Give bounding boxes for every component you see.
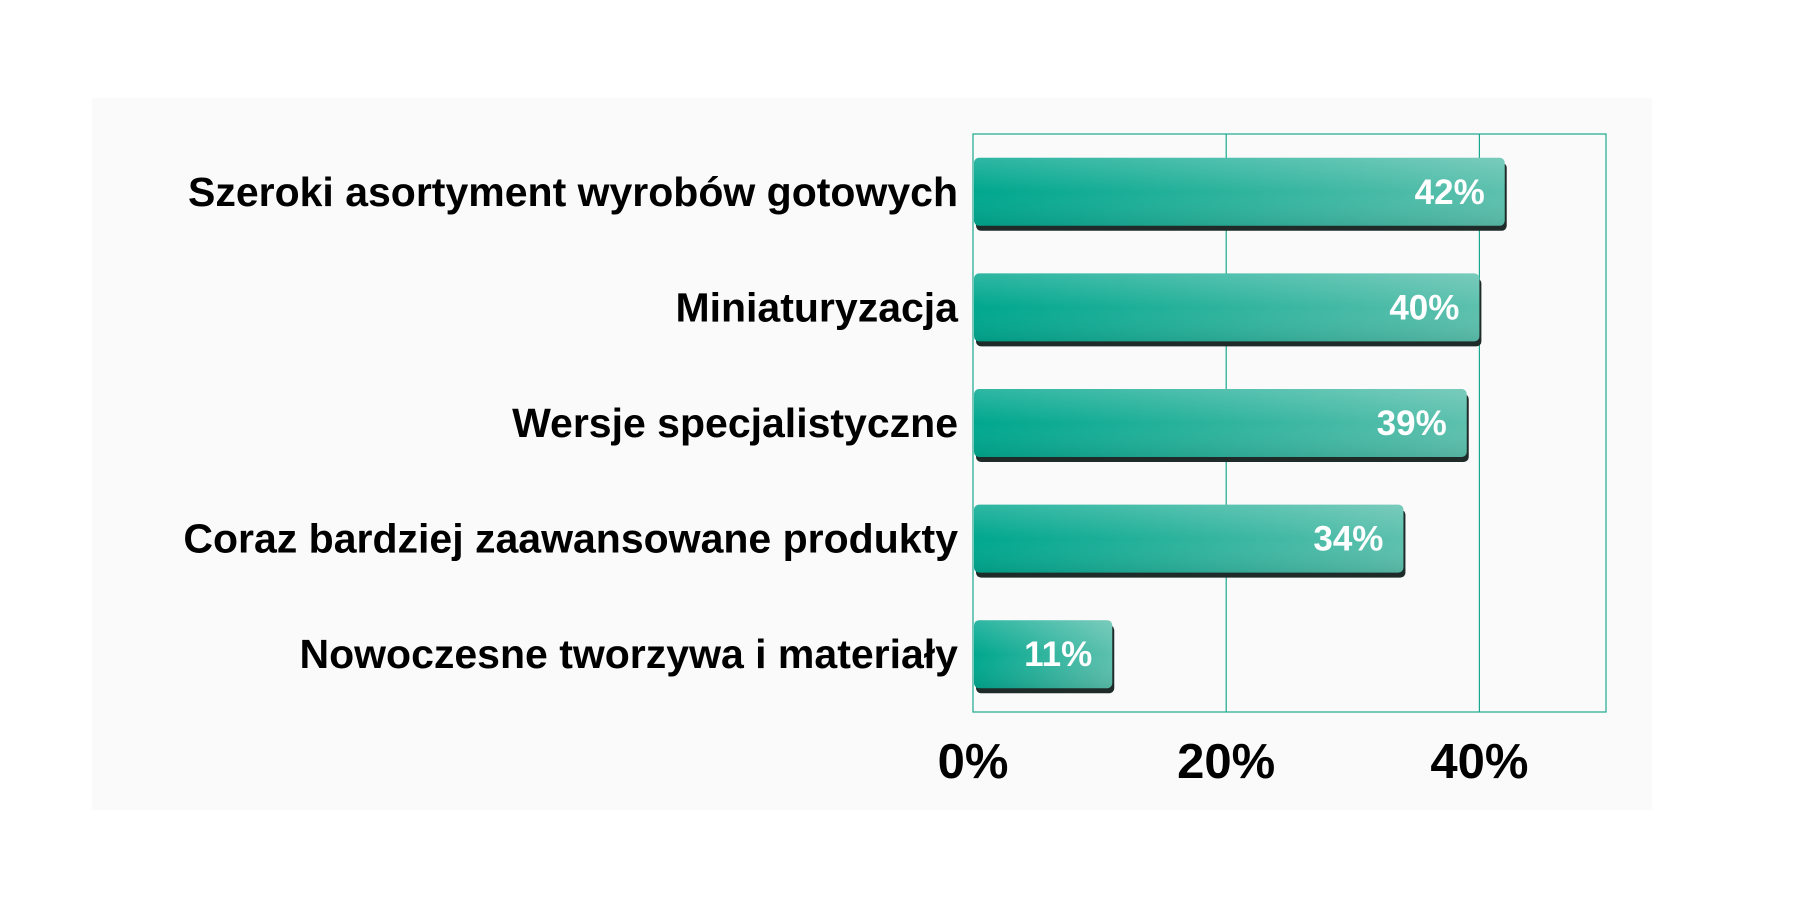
category-label: Coraz bardziej zaawansowane produkty (183, 516, 958, 562)
category-label: Wersje specjalistyczne (512, 400, 958, 446)
category-label: Miniaturyzacja (675, 284, 959, 330)
bar-highlight (974, 620, 1113, 689)
x-tick-label: 40% (1430, 735, 1528, 789)
bars-layer (974, 157, 1507, 694)
labels-layer: 0% 20% 40% 42% Szeroki asortyment wyrobów go… (183, 169, 1528, 789)
data-label: 40% (1389, 288, 1459, 327)
bar-chart: 0% 20% 40% 42% Szeroki asortyment wyrobów go… (183, 133, 1607, 789)
plot-area-border (972, 133, 1607, 713)
bar-highlight (974, 389, 1467, 457)
category-label: Szeroki asortyment wyrobów gotowych (188, 169, 958, 215)
data-label: 39% (1377, 404, 1447, 443)
x-tick-label: 20% (1177, 735, 1275, 789)
chart-panel: 0% 20% 40% 42% Szeroki asortyment wyrobów go… (92, 98, 1652, 810)
category-label: Nowoczesne tworzywa i materiały (299, 631, 958, 677)
data-label: 34% (1313, 520, 1383, 559)
bar-highlight (974, 157, 1505, 226)
data-label: 11% (1024, 635, 1092, 674)
x-tick-label: 0% (938, 735, 1009, 789)
bar-highlight (974, 273, 1480, 342)
data-label: 42% (1415, 173, 1485, 212)
bar-highlight (974, 504, 1404, 573)
